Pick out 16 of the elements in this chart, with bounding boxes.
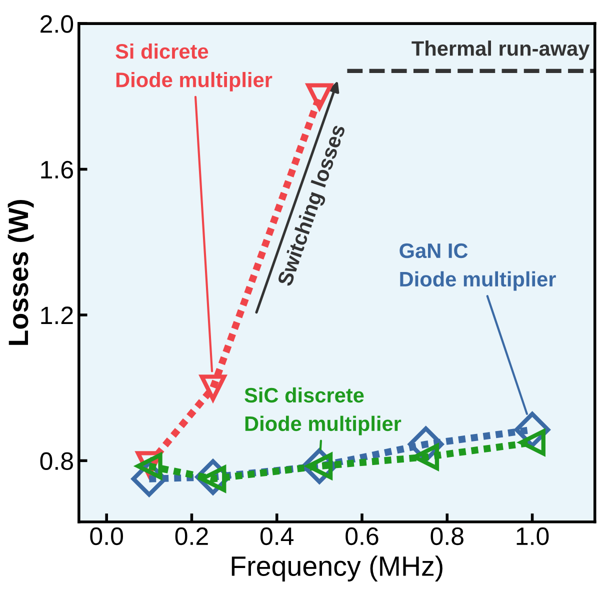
x-tick-label: 0.0 (90, 527, 123, 546)
y-tick-label: 1.6 (41, 160, 73, 179)
y-tick-label: 1.2 (41, 306, 73, 324)
text: GaN IC Diode multiplier (400, 243, 556, 291)
x-tick-label: 1.0 (516, 527, 549, 546)
series-label: SiC discrete Diode multiplier (244, 387, 402, 436)
ref-line-label: Thermal run-away (412, 40, 590, 60)
x-tick-label: 0.2 (175, 527, 208, 546)
y-axis-title: Losses (W) (8, 200, 34, 345)
x-tick-label: 0.6 (346, 527, 378, 546)
x-tick-label: 0.8 (430, 527, 464, 546)
x-tick-label: 0.4 (260, 527, 294, 546)
y-tick-label: 0.8 (40, 452, 73, 470)
y-tick-label: 2.0 (40, 15, 74, 33)
series-label: Si dicrete Diode multiplier (116, 43, 272, 92)
x-axis-title: Frequency (MHz) (232, 556, 442, 582)
